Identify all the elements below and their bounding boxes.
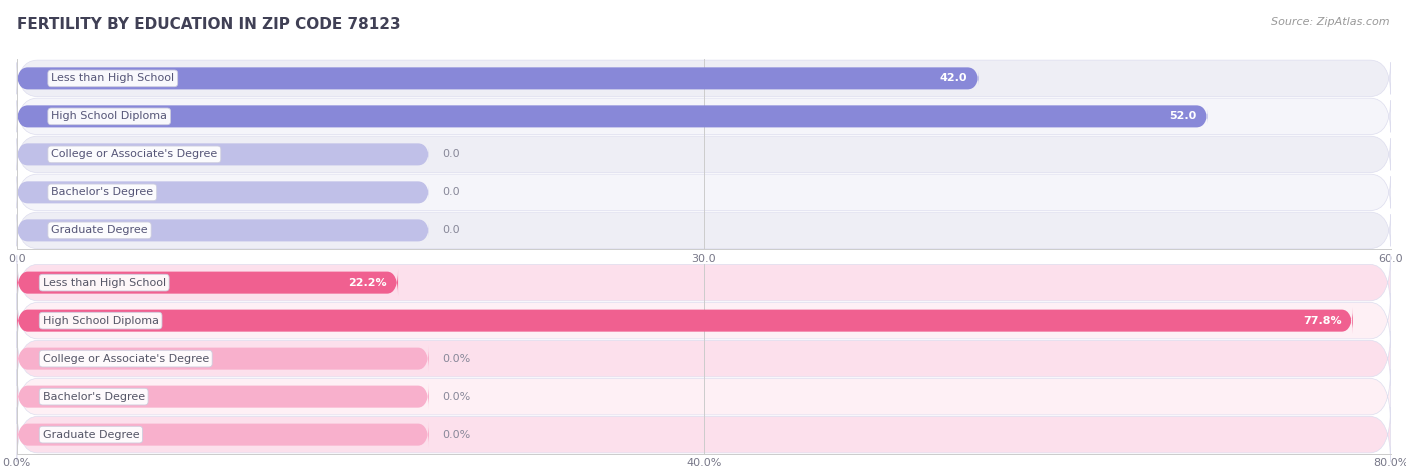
FancyBboxPatch shape (17, 345, 429, 372)
Text: Graduate Degree: Graduate Degree (42, 429, 139, 440)
Text: Bachelor's Degree: Bachelor's Degree (42, 391, 145, 402)
Text: Source: ZipAtlas.com: Source: ZipAtlas.com (1271, 17, 1389, 27)
Text: High School Diploma: High School Diploma (51, 111, 167, 122)
FancyBboxPatch shape (17, 293, 1391, 348)
Text: Graduate Degree: Graduate Degree (51, 225, 148, 236)
FancyBboxPatch shape (17, 255, 1391, 310)
FancyBboxPatch shape (17, 60, 1391, 96)
FancyBboxPatch shape (17, 174, 1391, 210)
Text: 0.0: 0.0 (443, 225, 460, 236)
FancyBboxPatch shape (17, 219, 429, 241)
Text: 0.0%: 0.0% (443, 353, 471, 364)
FancyBboxPatch shape (17, 383, 429, 410)
Text: 42.0: 42.0 (941, 73, 967, 84)
Text: High School Diploma: High School Diploma (42, 315, 159, 326)
Text: 0.0: 0.0 (443, 149, 460, 160)
FancyBboxPatch shape (17, 212, 1391, 248)
Text: Less than High School: Less than High School (51, 73, 174, 84)
FancyBboxPatch shape (17, 407, 1391, 462)
FancyBboxPatch shape (17, 136, 1391, 172)
Text: 77.8%: 77.8% (1303, 315, 1341, 326)
FancyBboxPatch shape (17, 181, 429, 203)
FancyBboxPatch shape (17, 421, 429, 448)
Text: Bachelor's Degree: Bachelor's Degree (51, 187, 153, 198)
FancyBboxPatch shape (17, 307, 1353, 334)
FancyBboxPatch shape (17, 98, 1391, 134)
FancyBboxPatch shape (17, 67, 979, 89)
Text: 22.2%: 22.2% (349, 277, 387, 288)
Text: College or Associate's Degree: College or Associate's Degree (42, 353, 209, 364)
FancyBboxPatch shape (17, 331, 1391, 386)
FancyBboxPatch shape (17, 143, 429, 165)
Text: 0.0%: 0.0% (443, 391, 471, 402)
FancyBboxPatch shape (17, 105, 1208, 127)
Text: College or Associate's Degree: College or Associate's Degree (51, 149, 218, 160)
Text: Less than High School: Less than High School (42, 277, 166, 288)
FancyBboxPatch shape (17, 369, 1391, 424)
Text: 0.0%: 0.0% (443, 429, 471, 440)
FancyBboxPatch shape (17, 269, 398, 296)
Text: 0.0: 0.0 (443, 187, 460, 198)
Text: 52.0: 52.0 (1170, 111, 1197, 122)
Text: FERTILITY BY EDUCATION IN ZIP CODE 78123: FERTILITY BY EDUCATION IN ZIP CODE 78123 (17, 17, 401, 32)
